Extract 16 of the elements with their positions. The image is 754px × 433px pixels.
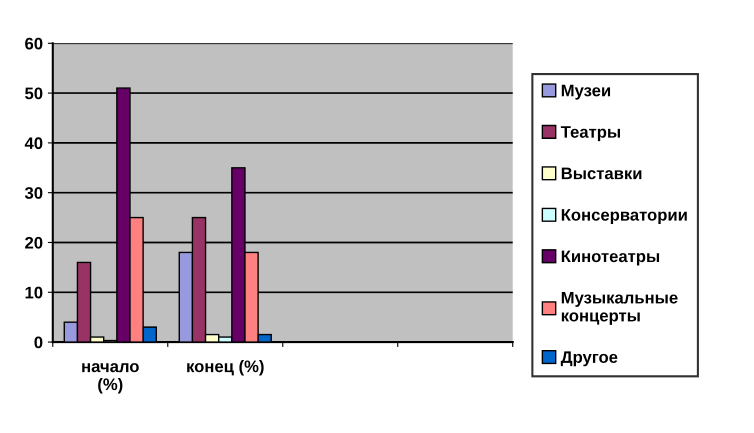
x-tick-label: конец (%): [187, 360, 264, 376]
y-tick-label: 60: [25, 38, 42, 50]
legend-label: Кинотеатры: [562, 250, 660, 266]
y-tick-label: 20: [25, 236, 42, 249]
y-tick-label: 0: [34, 336, 42, 348]
y-tick-label: 30: [24, 187, 42, 199]
legend-label: Выставки: [562, 168, 642, 180]
legend-label: Театры: [560, 126, 620, 142]
x-tick-label: начало (%): [82, 363, 139, 394]
legend-label: Музыкальные концерты: [562, 292, 678, 325]
legend-label: Консерватории: [562, 209, 687, 224]
y-tick-label: 50: [25, 87, 42, 100]
y-tick-label: 10: [26, 286, 42, 298]
legend-label: Другое: [560, 351, 618, 366]
legend-label: Музеи: [562, 84, 610, 100]
y-tick-label: 40: [24, 137, 42, 150]
